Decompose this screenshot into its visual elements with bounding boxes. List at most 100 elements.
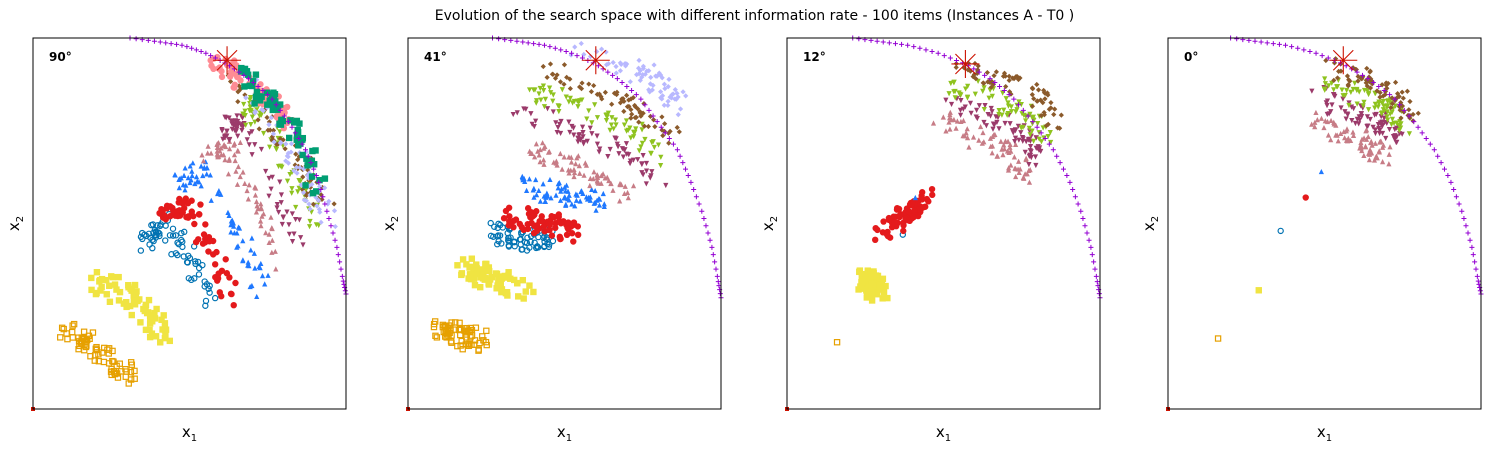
front-point (1295, 45, 1301, 51)
cloud-6-point (1021, 175, 1027, 181)
cloud-8-point (1322, 86, 1328, 92)
cloud-5-point (565, 196, 571, 202)
cloud-9-point (1017, 75, 1023, 81)
cloud-6-point (1365, 133, 1371, 140)
cloud-6-point (536, 152, 542, 158)
front-point (610, 72, 616, 78)
front-point (929, 48, 935, 54)
cloud-3-point (169, 225, 177, 232)
cloud-2-point (130, 297, 138, 305)
cloud-4-point (574, 231, 582, 239)
cloud-8-point (1352, 80, 1358, 86)
cloud-7-point (989, 109, 995, 115)
cloud-6-point (610, 187, 616, 193)
cloud-4-point (205, 233, 213, 241)
cloud-3-point (202, 297, 210, 305)
cloud-1-point (89, 329, 97, 336)
cloud-5-point (218, 191, 224, 197)
cloud-5-point (537, 198, 544, 204)
front-point (496, 36, 502, 42)
cloud-2-point (115, 273, 122, 281)
cloud-9-point (554, 72, 560, 78)
cloud-8-point (999, 112, 1005, 118)
cloud-1-point (125, 380, 132, 387)
cloud-6-point (258, 223, 264, 229)
cloud-1-point (479, 333, 486, 340)
cloud-8-point (1372, 105, 1378, 111)
cloud-2-point (495, 276, 502, 283)
cloud-12-point (273, 106, 281, 113)
cloud-9-point (1043, 123, 1049, 129)
cloud-6-point (594, 179, 601, 185)
cloud-2-point (873, 272, 880, 280)
cloud-1-point (70, 320, 78, 328)
cloud-10-point (260, 108, 266, 114)
cloud-8-point (592, 102, 598, 108)
cloud-9-point (611, 90, 618, 96)
cloud-4-point (896, 212, 903, 220)
cloud-7-point (1012, 138, 1018, 145)
cloud-10-point (665, 98, 671, 105)
cloud-7-point (1372, 130, 1379, 137)
cloud-9-point (299, 186, 306, 193)
cloud-1-point (127, 359, 135, 366)
cloud-8-point (579, 97, 585, 103)
cloud-8-point (1339, 87, 1345, 93)
cloud-5-point (562, 188, 569, 194)
cloud-3-point (519, 246, 526, 253)
cloud-9-point (981, 80, 987, 86)
cloud-6-point (964, 126, 970, 132)
cloud-1-point (452, 326, 459, 333)
cloud-7-point (1340, 96, 1346, 102)
cloud-10-point (291, 168, 297, 174)
cloud-9-point (549, 71, 555, 77)
front-point (1092, 266, 1098, 272)
cloud-5-point (526, 176, 533, 182)
cloud-9-point (1388, 105, 1394, 111)
cloud-7-point (607, 146, 613, 153)
cloud-9-point (1399, 89, 1405, 95)
cloud-7-point (274, 205, 280, 211)
cloud-2-point (142, 326, 150, 334)
cloud-7-point (556, 121, 563, 128)
cloud-9-point (617, 100, 624, 106)
cloud-8-point (1026, 125, 1032, 131)
front-point (163, 40, 169, 46)
panel-label: 12° (803, 50, 826, 64)
cloud-6-point (1363, 136, 1370, 142)
cloud-4-point (524, 205, 532, 212)
cloud-10-point (309, 181, 315, 187)
cloud-8-point (648, 150, 654, 156)
front-point (236, 69, 242, 75)
cloud-3-point (487, 219, 494, 227)
cloud-6-point (231, 152, 238, 158)
cloud-8-point (952, 95, 958, 101)
cloud-5-point (187, 179, 193, 186)
cloud-7-point (640, 153, 646, 159)
cloud-7-point (571, 132, 577, 138)
cloud-8-point (289, 186, 295, 192)
cloud-9-point (1323, 57, 1329, 64)
cloud-9-point (269, 134, 275, 140)
cloud-5-point (555, 185, 561, 191)
cloud-8-point (1392, 103, 1399, 109)
cloud-8-point (550, 98, 556, 104)
cloud-9-point (1364, 65, 1370, 72)
cloud-1-point (448, 332, 455, 339)
cloud-2-point (483, 260, 490, 268)
cloud-7-point (239, 127, 245, 134)
cloud-6-point (1005, 138, 1011, 144)
front-point (322, 201, 328, 207)
front-point (982, 72, 988, 78)
cloud-7-point (1358, 111, 1364, 117)
cloud-5-point (189, 168, 195, 174)
cloud-10-point (647, 81, 654, 87)
cloud-8-point (267, 144, 273, 150)
cloud-9-point (629, 111, 635, 117)
cloud-12-point (302, 182, 309, 189)
cloud-4-point (910, 207, 918, 215)
cloud-7-point (1379, 123, 1385, 130)
front-point (856, 36, 862, 42)
cloud-4-point (557, 220, 565, 227)
cloud-10-point (259, 106, 265, 113)
